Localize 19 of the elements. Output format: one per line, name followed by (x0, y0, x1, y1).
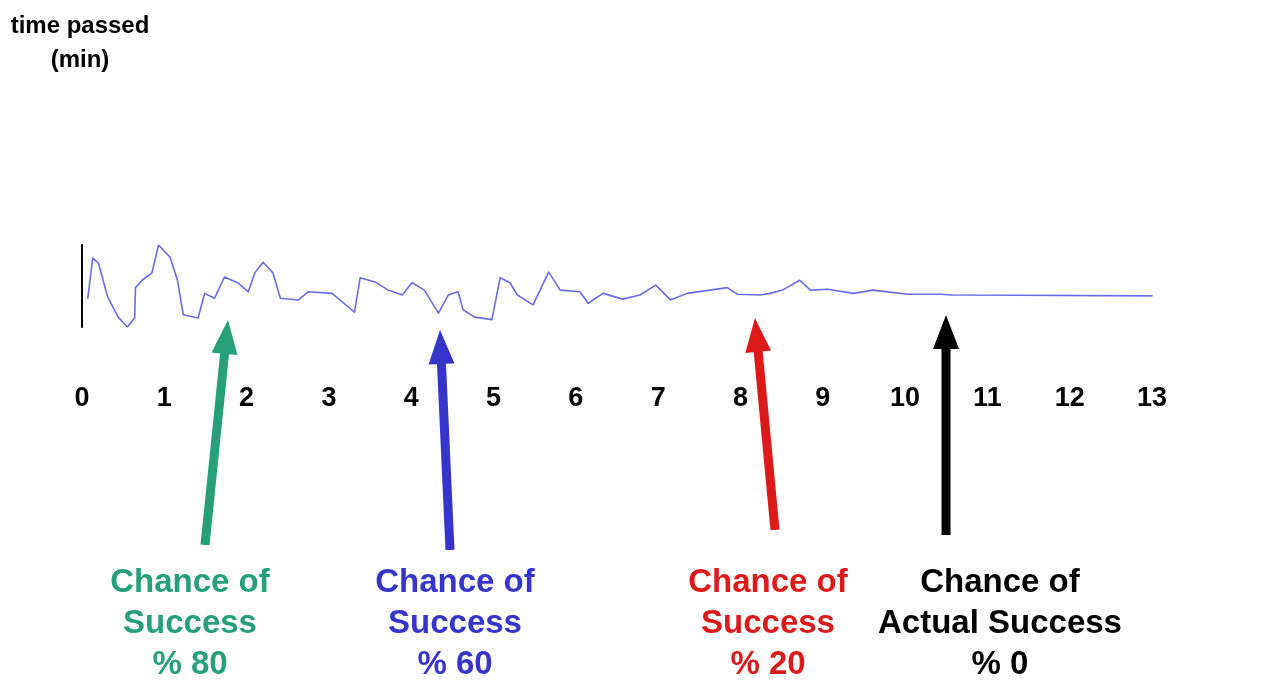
x-tick-label: 10 (890, 381, 921, 412)
x-tick-label: 11 (973, 381, 1002, 412)
x-tick-label: 2 (239, 381, 255, 412)
x-tick-label: 1 (156, 381, 172, 412)
x-tick-label: 7 (650, 381, 666, 412)
x-tick-label: 8 (732, 381, 748, 412)
x-tick-label: 9 (815, 381, 831, 412)
x-tick-label: 0 (74, 381, 90, 412)
x-tick-label: 6 (568, 381, 584, 412)
x-tick-label: 4 (403, 381, 419, 412)
text: Chance of Success % 20 (688, 561, 848, 683)
text: Chance of Success % 80 (110, 561, 270, 683)
x-tick-label: 5 (486, 381, 502, 412)
text: Chance of Actual Success % 0 (878, 561, 1122, 683)
x-tick-label: 3 (321, 381, 337, 412)
x-tick-label: 13 (1136, 381, 1168, 412)
text: Chance of Success % 60 (375, 561, 535, 683)
text: time passed (min) (10, 10, 150, 74)
x-tick-label: 12 (1054, 381, 1085, 412)
